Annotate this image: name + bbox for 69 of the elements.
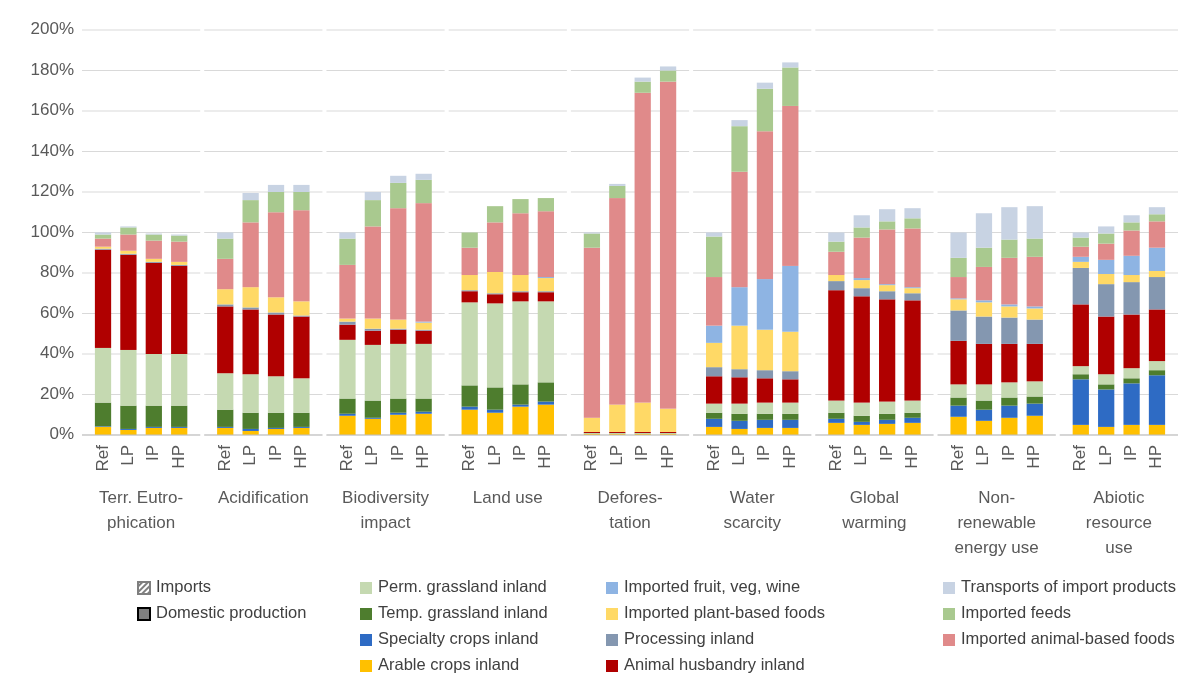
x-tick-label: IP	[754, 445, 774, 462]
x-tick-label: IP	[265, 445, 285, 462]
y-tick-label: 120%	[30, 181, 74, 201]
x-tick-label: Ref	[948, 444, 968, 472]
x-tick-label: HP	[168, 445, 188, 469]
legend-label: Temp. grassland inland	[378, 603, 548, 622]
x-tick-label: Ref	[703, 444, 723, 472]
x-axis-title: Abiotic resource use	[1085, 488, 1152, 557]
legend-label: Specialty crops inland	[378, 629, 539, 648]
x-tick-label: HP	[657, 445, 677, 469]
x-tick-label: Ref	[92, 444, 112, 472]
x-tick-label: Ref	[825, 444, 845, 472]
x-axis-title: Water scarcity	[723, 488, 782, 532]
x-axis-title: Terr. Eutro- phication	[99, 488, 184, 532]
legend-label: Animal husbandry inland	[624, 655, 805, 674]
y-tick-label: 80%	[39, 262, 74, 282]
x-axis-title: Land use	[472, 488, 543, 507]
x-tick-label: LP	[729, 445, 749, 466]
x-axis-title: Global warming	[841, 488, 907, 532]
legend-label: Perm. grassland inland	[378, 577, 547, 596]
legend-label: Imported plant-based foods	[624, 603, 825, 622]
legend-label: Imported feeds	[961, 603, 1072, 622]
y-tick-label: 60%	[39, 302, 74, 322]
x-tick-label: Ref	[459, 444, 479, 472]
x-tick-label: IP	[632, 445, 652, 462]
legend-label: Imported fruit, veg, wine	[624, 577, 801, 596]
x-tick-label: HP	[290, 445, 310, 469]
x-tick-label: HP	[1024, 445, 1044, 469]
text: Imports	[156, 577, 212, 596]
y-tick-label: 100%	[30, 221, 74, 241]
legend-label: Imported animal-based foods	[961, 629, 1175, 648]
x-tick-label: LP	[117, 445, 137, 466]
x-axis-title: Defores- tation	[597, 488, 663, 532]
x-tick-label: LP	[1095, 445, 1115, 466]
x-tick-label: IP	[509, 445, 529, 462]
x-tick-label: Ref	[1070, 444, 1090, 472]
x-tick-label: LP	[606, 445, 626, 466]
x-tick-label: IP	[387, 445, 407, 462]
x-axis-title: Non- renewable energy use	[954, 488, 1039, 557]
y-tick-label: 160%	[30, 100, 74, 120]
x-tick-label: Ref	[581, 444, 601, 472]
x-tick-label: HP	[779, 445, 799, 469]
x-tick-label: LP	[240, 445, 260, 466]
x-tick-label: HP	[902, 445, 922, 469]
y-tick-label: 20%	[39, 383, 74, 403]
x-tick-label: Ref	[214, 444, 234, 472]
x-tick-label: HP	[535, 445, 555, 469]
x-tick-label: IP	[143, 445, 163, 462]
x-axis-title: Biodiversity impact	[342, 488, 430, 532]
x-tick-label: IP	[1121, 445, 1141, 462]
x-tick-label: LP	[973, 445, 993, 466]
x-axis-title: Acidification	[217, 488, 309, 507]
legend-label: Arable crops inland	[378, 655, 520, 674]
y-tick-label: 140%	[30, 140, 74, 160]
x-tick-label: HP	[1146, 445, 1166, 469]
x-tick-label: Ref	[336, 444, 356, 472]
y-tick-label: 40%	[39, 343, 74, 363]
x-tick-label: HP	[413, 445, 433, 469]
legend-label: Transports of import products	[961, 577, 1176, 596]
x-tick-label: IP	[876, 445, 896, 462]
x-tick-label: LP	[484, 445, 504, 466]
x-tick-label: IP	[998, 445, 1018, 462]
text: Domestic production	[156, 603, 307, 622]
x-tick-label: LP	[362, 445, 382, 466]
y-tick-label: 180%	[30, 59, 74, 79]
legend-label: Processing inland	[624, 629, 755, 648]
y-tick-label: 200%	[30, 19, 74, 39]
x-tick-label: LP	[851, 445, 871, 466]
y-tick-label: 0%	[49, 424, 74, 444]
